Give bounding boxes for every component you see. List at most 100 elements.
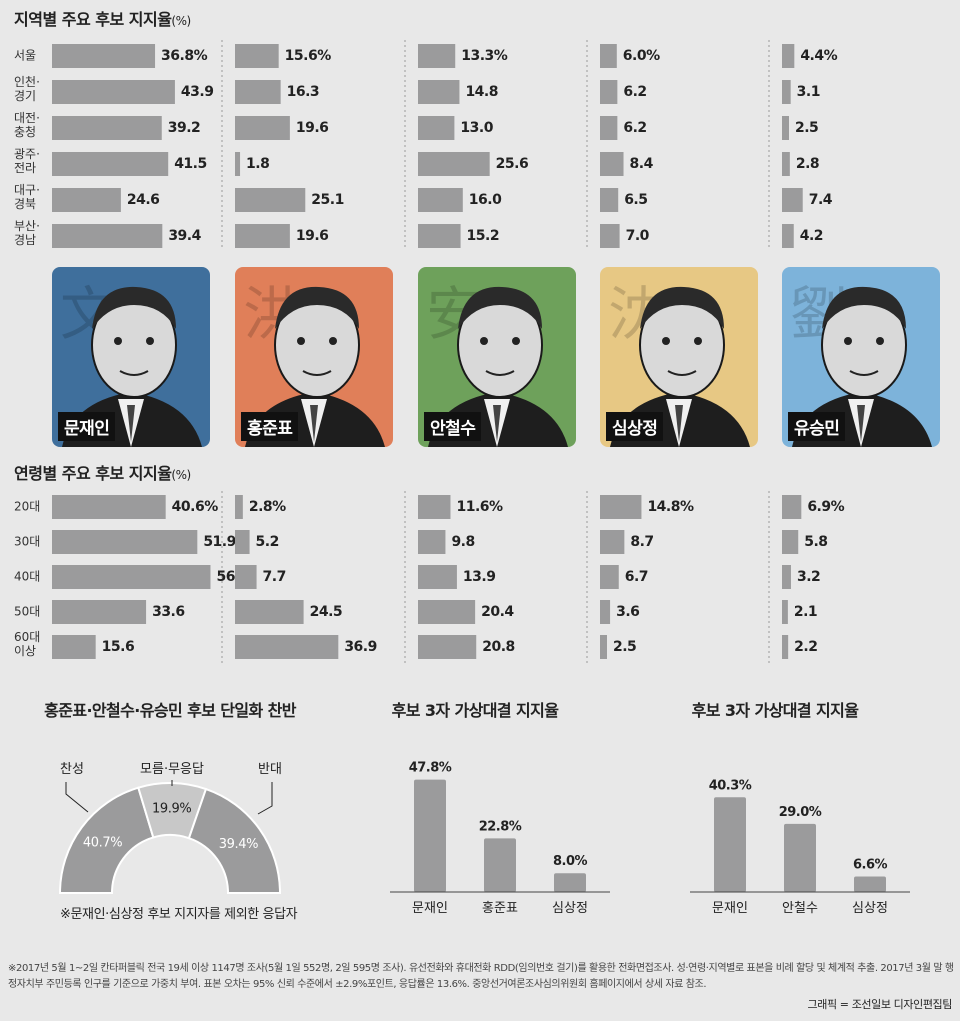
region-bar (782, 44, 795, 68)
age-bar (600, 530, 625, 554)
region-bar (235, 44, 279, 68)
graphic-credit: 그래픽 = 조선일보 디자인편집팀 (807, 998, 953, 1011)
age-bar (782, 565, 791, 589)
age-bar (418, 600, 476, 624)
eye-shape (876, 337, 884, 345)
region-value-label: 15.6% (285, 48, 332, 64)
region-value-label: 43.9 (181, 84, 214, 100)
region-bar (52, 44, 156, 68)
age-bar (235, 565, 257, 589)
age-value-label: 36.9 (344, 639, 377, 655)
region-value-label: 16.3 (287, 84, 320, 100)
candidate-name: 심상정 (606, 412, 664, 441)
age-bar (418, 635, 477, 659)
age-bar (600, 600, 611, 624)
age-bar (600, 495, 642, 519)
matchup-b-value-label: 29.0% (779, 805, 822, 820)
age-bar (782, 600, 788, 624)
age-value-label: 20.8 (482, 639, 515, 655)
eye-shape (844, 337, 852, 345)
donut-leader-line (65, 782, 89, 813)
unification-chart-title: 홍준표·안철수·유승민 후보 단일화 찬반 (44, 701, 297, 720)
age-bar (782, 495, 802, 519)
region-bar (418, 152, 490, 176)
region-category-label: 부산· 경남 (14, 219, 40, 247)
donut-category-label: 반대 (258, 762, 282, 777)
eye-shape (662, 337, 670, 345)
age-chart: 20대 40.6% 2.8% 11.6% 14.8% 6.9% 30대 51.9 5.2 9.8 8… (14, 491, 845, 664)
region-value-label: 19.6 (296, 228, 329, 244)
mouth-shape (485, 370, 515, 376)
mouth-shape (667, 370, 697, 376)
region-value-label: 16.0 (469, 192, 502, 208)
matchup-a-value-label: 8.0% (553, 854, 588, 869)
hair-shape (275, 286, 359, 329)
region-bar (600, 44, 617, 68)
age-value-label: 2.5 (613, 639, 636, 655)
region-bar (600, 116, 618, 140)
age-bar (235, 495, 243, 519)
age-bar (52, 495, 166, 519)
tie-shape (675, 405, 683, 442)
age-value-label: 2.2 (794, 639, 817, 655)
age-title-unit: (%) (171, 468, 191, 482)
region-category-label: 광주· 전라 (14, 147, 40, 175)
age-value-label: 8.7 (630, 534, 653, 550)
candidate-portrait: 沈 심상정 (600, 267, 758, 447)
region-chart-title: 지역별 주요 후보 지지율(%) (14, 6, 191, 30)
region-value-label: 13.0 (460, 120, 493, 136)
matchup-b-chart-title: 후보 3자 가상대결 지지율 (692, 701, 860, 720)
region-category-label: 서울 (14, 49, 36, 63)
age-bar (782, 530, 799, 554)
region-bar (52, 152, 169, 176)
eye-shape (480, 337, 488, 345)
mouth-shape (849, 370, 879, 376)
age-value-label: 9.8 (451, 534, 474, 550)
donut-segment (187, 787, 282, 894)
mouth-shape (302, 370, 332, 376)
hair-shape (458, 286, 542, 329)
region-bar (418, 188, 463, 212)
region-value-label: 36.8% (161, 48, 208, 64)
region-value-label: 41.5 (174, 156, 207, 172)
age-value-label: 6.7 (625, 569, 648, 585)
region-value-label: 4.2 (800, 228, 823, 244)
region-value-label: 7.0 (626, 228, 650, 244)
region-bar (235, 188, 306, 212)
region-chart: 서울 36.8% 15.6% 13.3% 6.0% 4.4% 인천· 경기 43.9 16.3 14… (14, 40, 838, 250)
region-value-label: 2.5 (795, 120, 818, 136)
eye-shape (114, 337, 122, 345)
region-category-line: 경북 (14, 197, 36, 211)
donut-category-label: 찬성 (60, 762, 84, 777)
age-value-label: 20.4 (481, 604, 514, 620)
region-value-label: 24.6 (127, 192, 160, 208)
unification-note: ※문재인·심상정 후보 지지자를 제외한 응답자 (60, 907, 298, 922)
hair-shape (640, 286, 724, 329)
region-category-label: 인천· 경기 (14, 74, 40, 103)
candidate-portrait: 文 문재인 (52, 267, 210, 447)
candidate-portrait: 劉 유승민 (782, 267, 940, 447)
age-bar (782, 635, 789, 659)
region-category-line: 경남 (14, 233, 36, 247)
matchup-a-category-label: 심상정 (552, 901, 588, 916)
region-value-label: 6.2 (623, 84, 646, 100)
matchup-b-category-label: 문재인 (712, 901, 748, 916)
age-value-label: 6.9% (807, 499, 844, 515)
region-category-line: 대전· (14, 111, 40, 125)
matchup-b-bar (784, 823, 816, 892)
matchup-a-chart-title: 후보 3자 가상대결 지지율 (392, 701, 560, 720)
age-category-line: 이상 (14, 644, 36, 658)
region-bar (600, 224, 620, 248)
region-value-label: 39.2 (168, 120, 201, 136)
region-title-text: 지역별 주요 후보 지지율 (14, 10, 172, 29)
matchup-a-category-label: 문재인 (412, 901, 448, 916)
age-value-label: 3.6 (616, 604, 639, 620)
region-bar (600, 188, 619, 212)
tie-shape (310, 405, 318, 442)
age-bar (418, 565, 457, 589)
candidate-name: 안철수 (424, 412, 482, 441)
region-value-label: 2.8 (796, 156, 819, 172)
region-category-line: 전라 (14, 161, 36, 175)
candidate-portrait: 安 안철수 (418, 267, 576, 447)
age-category-label: 20대 (14, 500, 40, 514)
